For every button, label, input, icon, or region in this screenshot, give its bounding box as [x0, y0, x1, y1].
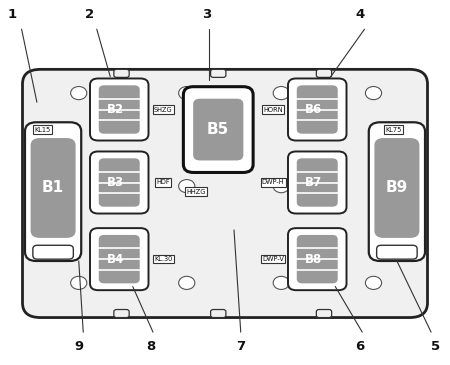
Text: 4: 4: [356, 8, 364, 21]
Circle shape: [71, 276, 87, 289]
Text: B3: B3: [107, 176, 124, 189]
FancyBboxPatch shape: [114, 69, 129, 77]
Text: B5: B5: [207, 122, 230, 137]
Circle shape: [179, 180, 195, 193]
Circle shape: [365, 276, 382, 289]
Circle shape: [71, 87, 87, 100]
FancyBboxPatch shape: [369, 122, 425, 261]
Circle shape: [179, 87, 195, 100]
FancyBboxPatch shape: [297, 158, 338, 207]
Text: B8: B8: [305, 253, 322, 266]
FancyBboxPatch shape: [288, 78, 346, 141]
Text: 7: 7: [236, 340, 245, 353]
Circle shape: [273, 180, 289, 193]
FancyBboxPatch shape: [316, 310, 332, 318]
Text: B4: B4: [107, 253, 124, 266]
Text: 5: 5: [431, 340, 440, 353]
Text: 8: 8: [146, 340, 155, 353]
Circle shape: [365, 87, 382, 100]
Text: KL75: KL75: [386, 127, 402, 132]
Circle shape: [273, 276, 289, 289]
Text: HORN: HORN: [263, 107, 283, 112]
Text: KL15: KL15: [35, 127, 51, 132]
FancyBboxPatch shape: [90, 78, 148, 141]
Text: 2: 2: [86, 8, 94, 21]
FancyBboxPatch shape: [374, 138, 419, 238]
Circle shape: [179, 276, 195, 289]
Text: HHZG: HHZG: [186, 189, 206, 195]
FancyBboxPatch shape: [211, 310, 226, 318]
Text: 3: 3: [202, 8, 211, 21]
Text: B6: B6: [305, 103, 322, 116]
FancyBboxPatch shape: [193, 99, 243, 161]
FancyBboxPatch shape: [184, 87, 253, 172]
Text: SHZG: SHZG: [154, 107, 173, 112]
FancyBboxPatch shape: [90, 151, 148, 214]
Text: DWP-V: DWP-V: [262, 256, 284, 262]
FancyBboxPatch shape: [316, 69, 332, 77]
Text: HDF: HDF: [157, 180, 170, 185]
FancyBboxPatch shape: [99, 235, 140, 283]
Text: 6: 6: [356, 340, 364, 353]
FancyBboxPatch shape: [297, 235, 338, 283]
FancyBboxPatch shape: [99, 158, 140, 207]
Text: DWP-H: DWP-H: [262, 180, 284, 185]
Text: 9: 9: [74, 340, 83, 353]
Circle shape: [273, 87, 289, 100]
Text: B2: B2: [107, 103, 124, 116]
FancyBboxPatch shape: [31, 138, 76, 238]
Text: B9: B9: [386, 180, 408, 196]
FancyBboxPatch shape: [288, 151, 346, 214]
FancyBboxPatch shape: [33, 245, 73, 259]
FancyBboxPatch shape: [211, 69, 226, 77]
FancyBboxPatch shape: [25, 122, 81, 261]
Text: B1: B1: [42, 180, 64, 196]
Text: B7: B7: [305, 176, 322, 189]
FancyBboxPatch shape: [114, 310, 129, 318]
FancyBboxPatch shape: [377, 245, 417, 259]
FancyBboxPatch shape: [22, 69, 427, 318]
FancyBboxPatch shape: [90, 228, 148, 290]
FancyBboxPatch shape: [288, 228, 346, 290]
FancyBboxPatch shape: [297, 85, 338, 134]
FancyBboxPatch shape: [99, 85, 140, 134]
Text: 1: 1: [8, 8, 17, 21]
Text: KL.30: KL.30: [154, 256, 172, 262]
